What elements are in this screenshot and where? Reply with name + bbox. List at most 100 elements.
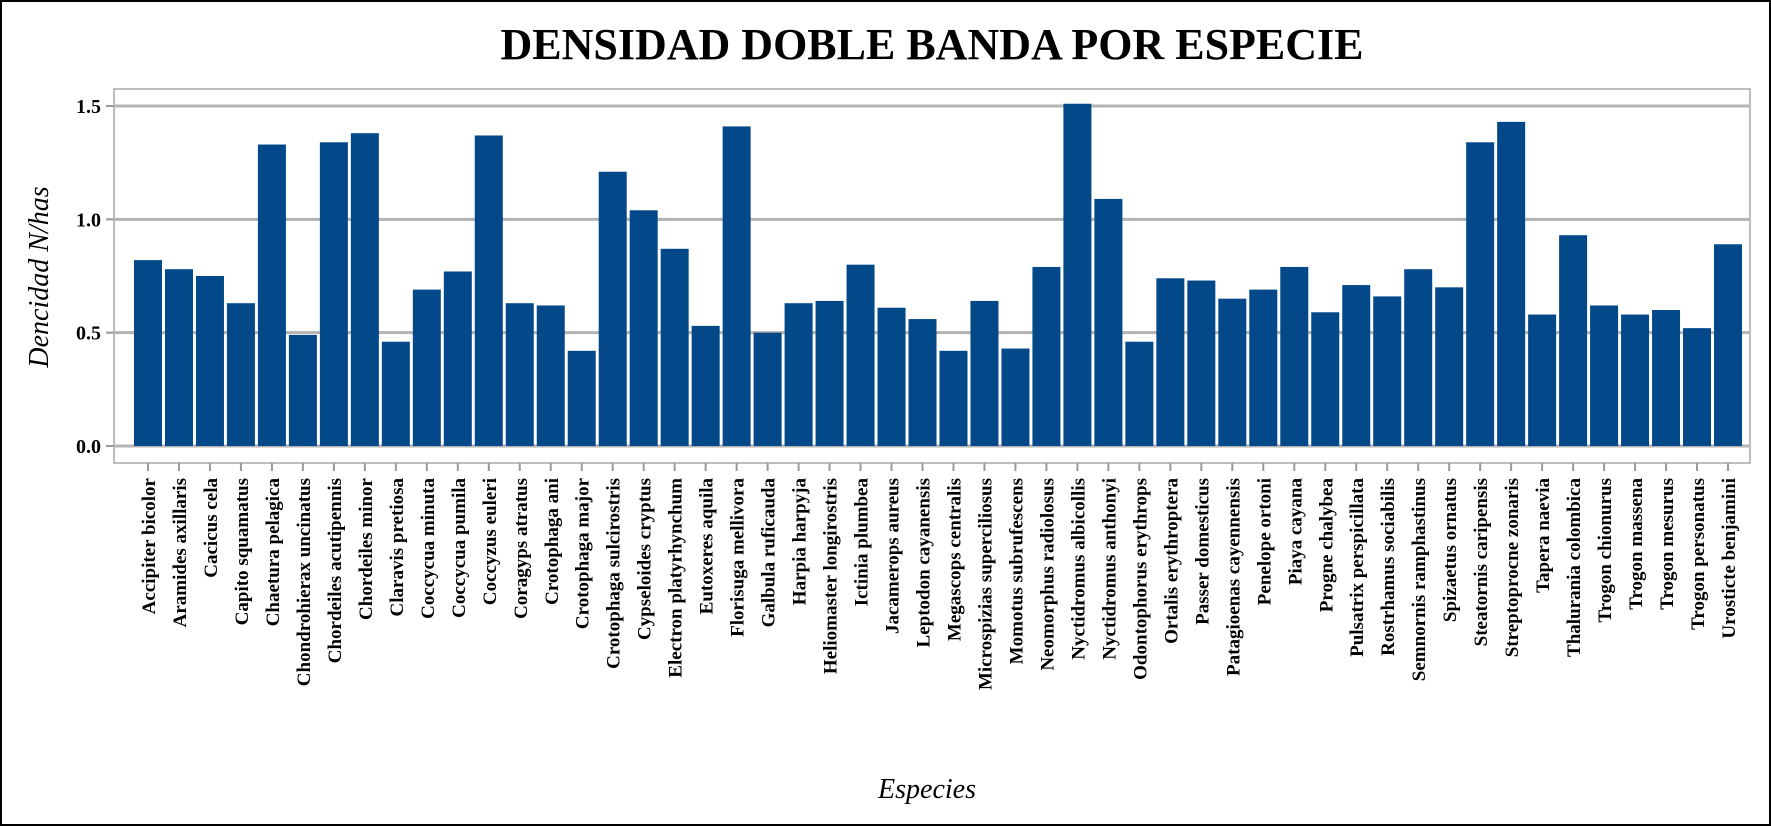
x-tick-label: Momotus subrufescens <box>1006 478 1027 664</box>
x-axis-label: Especies <box>877 774 976 805</box>
x-tick-label: Cacicus cela <box>201 478 222 578</box>
bar <box>350 133 379 446</box>
bar <box>970 300 999 446</box>
bar <box>1063 103 1092 446</box>
x-tick-label: Semnornis ramphastinus <box>1409 478 1430 681</box>
x-tick-label: Chaetura pelagica <box>263 478 284 627</box>
y-tick-label: 0.0 <box>76 436 101 458</box>
x-tick-label: Crotophaga ani <box>542 478 563 605</box>
x-tick-label: Microspizias superciliosus <box>975 478 996 690</box>
x-tick-label: Neomorphus radiolosus <box>1037 478 1058 671</box>
bar <box>908 319 937 446</box>
bar <box>1187 280 1216 446</box>
x-tick-label: Rostrhamus sociabilis <box>1378 478 1399 656</box>
bar <box>1497 121 1526 447</box>
bar <box>319 142 348 446</box>
x-tick-label: Crotophaga sulcirostris <box>604 478 625 669</box>
bar <box>1528 314 1557 446</box>
bar <box>846 264 875 446</box>
bar <box>1621 314 1650 446</box>
bar <box>660 248 689 446</box>
bar <box>1280 266 1309 446</box>
x-tick-label: Galbula ruficauda <box>759 478 780 628</box>
x-tick-label: Capito squamatus <box>232 478 253 625</box>
x-tick-label: Penelope ortoni <box>1254 478 1275 605</box>
bar <box>598 171 627 447</box>
bar <box>753 332 782 446</box>
x-tick-label: Nyctidromus albicollis <box>1068 478 1089 660</box>
x-tick-label: Leptodon cayanensis <box>914 478 935 647</box>
bars <box>134 103 1742 447</box>
x-tick-label: Accipiter bicolor <box>139 477 160 614</box>
x-tick-label: Jacamerops aureus <box>883 478 904 634</box>
x-tick-label: Piaya cayana <box>1285 478 1306 586</box>
x-tick-label: Spizaetus ornatus <box>1440 478 1461 622</box>
x-tick-label: Thalurania colombica <box>1564 478 1585 657</box>
bar <box>691 325 720 446</box>
bar <box>1683 328 1712 446</box>
x-tick-label: Chordeiles minor <box>356 477 377 620</box>
x-tick-label: Urosticte benjamini <box>1719 478 1740 639</box>
y-axis-label: Dencidad N/has <box>24 186 55 368</box>
bar <box>784 303 813 446</box>
x-tick-label: Claravis pretiosa <box>387 478 408 617</box>
bar <box>1249 289 1278 446</box>
bar <box>1032 266 1061 446</box>
x-tick-label: Trogon personatus <box>1688 478 1709 630</box>
x-tick-label: Eutoxeres aquila <box>697 478 718 615</box>
x-tick-label: Tapera naevia <box>1533 478 1554 593</box>
bar <box>474 135 503 446</box>
bar <box>1435 287 1464 446</box>
x-tick-label: Pulsatrix perspicillata <box>1347 478 1368 657</box>
x-tick-label: Coccycua pumila <box>449 478 470 618</box>
x-tick-label: Megascops centralis <box>944 478 965 641</box>
bar <box>412 289 441 446</box>
y-tick-labels: 0.0 0.5 1.0 1.5 <box>76 96 114 458</box>
bar <box>629 210 658 446</box>
bar <box>443 271 472 446</box>
x-tick-label: Chondrohierax uncinatus <box>294 478 315 686</box>
bar <box>567 350 596 446</box>
y-tick-label: 1.0 <box>76 209 101 231</box>
bar <box>815 300 844 446</box>
bar <box>536 305 565 446</box>
x-tick-labels: Accipiter bicolor Aramides axillaris Cacic… <box>139 463 1740 690</box>
bar <box>1652 310 1681 446</box>
bar <box>134 260 162 446</box>
x-tick-label: Cypseloides cryptus <box>635 478 656 640</box>
x-tick-label: Trogon mesurus <box>1657 478 1678 610</box>
bar <box>1559 235 1588 446</box>
bar <box>505 303 534 446</box>
x-tick-label: Coccyzus euleri <box>480 478 501 605</box>
bar <box>1156 278 1185 446</box>
bar <box>1094 198 1123 446</box>
x-tick-label: Trogon massena <box>1626 478 1647 610</box>
x-tick-label: Ortalis erythroptera <box>1161 478 1182 644</box>
bar <box>722 126 751 447</box>
x-tick-label: Coccycua minuta <box>418 478 439 619</box>
bar <box>226 303 255 446</box>
bar <box>1466 142 1495 446</box>
bar <box>1590 305 1619 446</box>
bar <box>1311 312 1340 446</box>
x-tick-label: Chordeiles acutipennis <box>325 478 346 663</box>
x-tick-label: Heliomaster longirostris <box>821 478 842 674</box>
x-tick-label: Florisuga mellivora <box>728 478 749 637</box>
bar <box>939 350 968 446</box>
x-tick-label: Crotophaga major <box>573 477 594 629</box>
bar <box>195 276 224 446</box>
bar <box>1373 296 1402 446</box>
bar <box>164 269 193 446</box>
bar <box>1404 269 1433 446</box>
chart-title: DENSIDAD DOBLE BANDA POR ESPECIE <box>500 20 1363 69</box>
x-tick-label: Ictinia plumbea <box>852 478 873 607</box>
x-tick-label: Electron platyrhynchum <box>666 478 687 678</box>
bar <box>877 307 906 446</box>
x-tick-label: Trogon chionurus <box>1595 478 1616 622</box>
bar <box>1218 298 1247 446</box>
bar <box>1001 348 1030 446</box>
x-tick-label: Progne chalybea <box>1316 478 1337 613</box>
y-tick-label: 0.5 <box>76 323 101 345</box>
